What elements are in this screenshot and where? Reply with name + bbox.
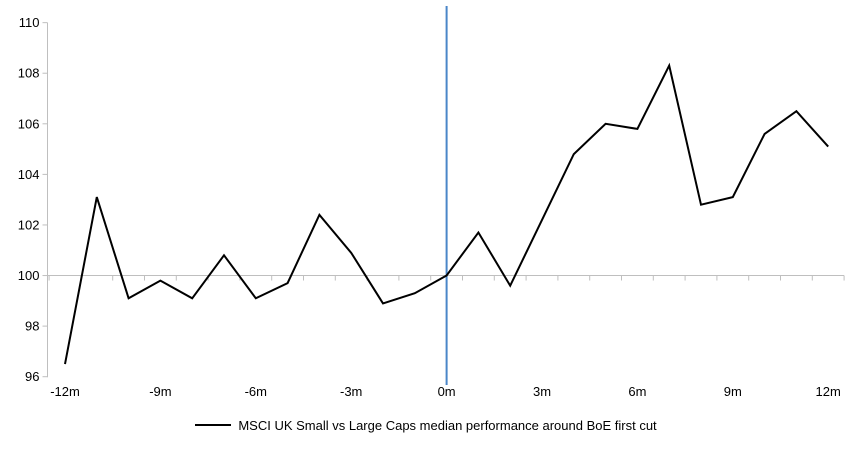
y-axis: 96 98 100 102 104 106 108 110: [18, 15, 48, 384]
y-axis-tick-label: 108: [18, 66, 40, 81]
x-axis-tick-label: 3m: [533, 384, 551, 399]
legend: MSCI UK Small vs Large Caps median perfo…: [0, 412, 852, 438]
y-axis-tick-label: 102: [18, 217, 40, 232]
x-axis-tick-label: 6m: [628, 384, 646, 399]
x-axis-tick-label: -9m: [149, 384, 171, 399]
y-axis-tick-label: 110: [19, 15, 40, 30]
y-axis-tick-label: 104: [18, 167, 40, 182]
x-axis-tick-label: -6m: [245, 384, 267, 399]
y-axis-tick-label: 100: [18, 268, 40, 283]
x-axis-tick-label: -3m: [340, 384, 362, 399]
y-axis-tick-label: 98: [25, 319, 39, 334]
y-axis-tick-label: 96: [25, 369, 39, 384]
x-axis-tick-label: 12m: [816, 384, 841, 399]
x-axis-tick-label: 9m: [724, 384, 742, 399]
y-axis-tick-label: 106: [18, 116, 40, 131]
series-line: [64, 62, 829, 365]
x-axis: -12m -9m -6m -3m 0m 3m 6m 9m 12m: [47, 275, 845, 399]
x-axis-tick-label: -12m: [50, 384, 80, 399]
x-axis-tick-label: 0m: [438, 384, 456, 399]
legend-label: MSCI UK Small vs Large Caps median perfo…: [238, 417, 657, 433]
legend-line-marker: [195, 424, 232, 426]
